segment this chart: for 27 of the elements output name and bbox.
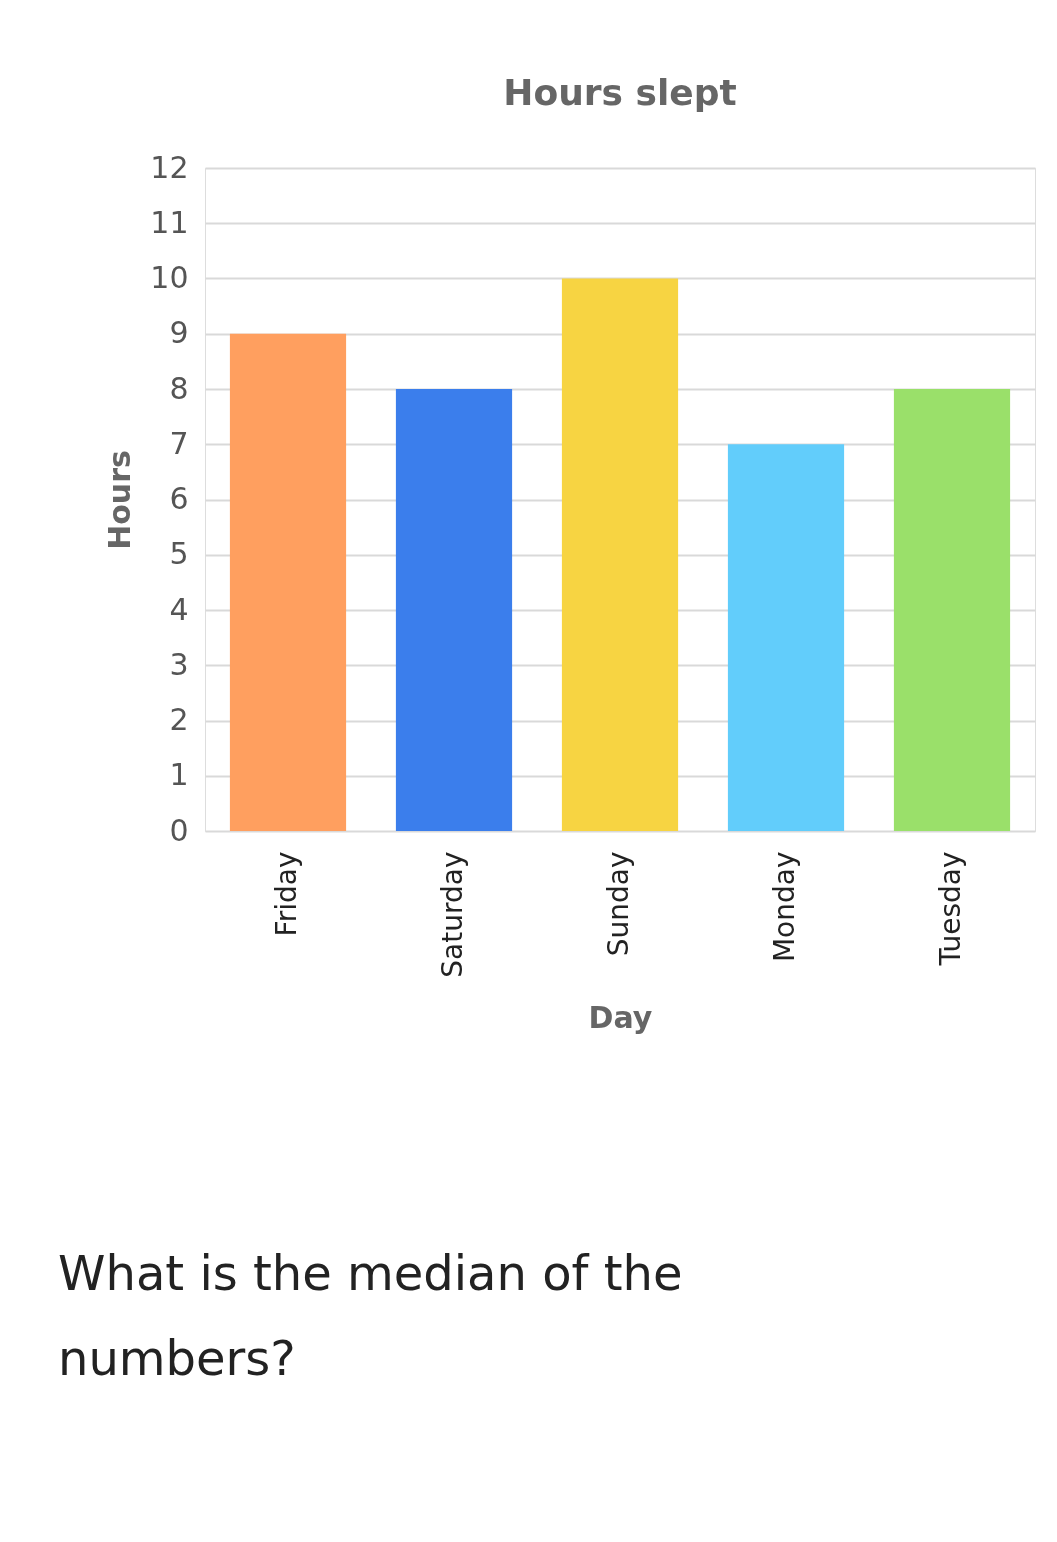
y-tick-label: 11 bbox=[150, 204, 189, 240]
y-tick-label: 5 bbox=[169, 536, 189, 572]
x-tick-label: Sunday bbox=[602, 851, 635, 957]
y-tick-label: 0 bbox=[169, 812, 189, 848]
y-tick-label: 6 bbox=[169, 481, 189, 516]
y-tick-label: 7 bbox=[169, 425, 189, 461]
bar bbox=[229, 333, 347, 831]
bar bbox=[395, 389, 513, 831]
y-axis-title: Hours bbox=[102, 450, 138, 550]
y-tick-label: 4 bbox=[169, 591, 189, 627]
y-tick-label: 3 bbox=[169, 646, 189, 682]
y-tick-label: 1 bbox=[169, 757, 189, 793]
x-tick-label: Monday bbox=[768, 851, 801, 963]
bar bbox=[561, 278, 679, 831]
chart-title: Hours slept bbox=[503, 72, 737, 113]
bar bbox=[727, 444, 845, 831]
text: What is the median of the numbers? bbox=[58, 1245, 683, 1386]
x-axis-title: Day bbox=[588, 999, 653, 1035]
x-tick-label: Friday bbox=[270, 851, 303, 937]
bar bbox=[893, 389, 1011, 831]
y-tick-label: 8 bbox=[169, 370, 189, 406]
y-tick-label: 2 bbox=[169, 702, 189, 737]
x-tick-label: Tuesday bbox=[934, 851, 967, 967]
x-tick-label: Saturday bbox=[436, 851, 469, 978]
y-tick-label: 10 bbox=[150, 260, 189, 295]
y-tick-label: 9 bbox=[169, 315, 189, 351]
y-tick-label: 12 bbox=[150, 149, 189, 185]
